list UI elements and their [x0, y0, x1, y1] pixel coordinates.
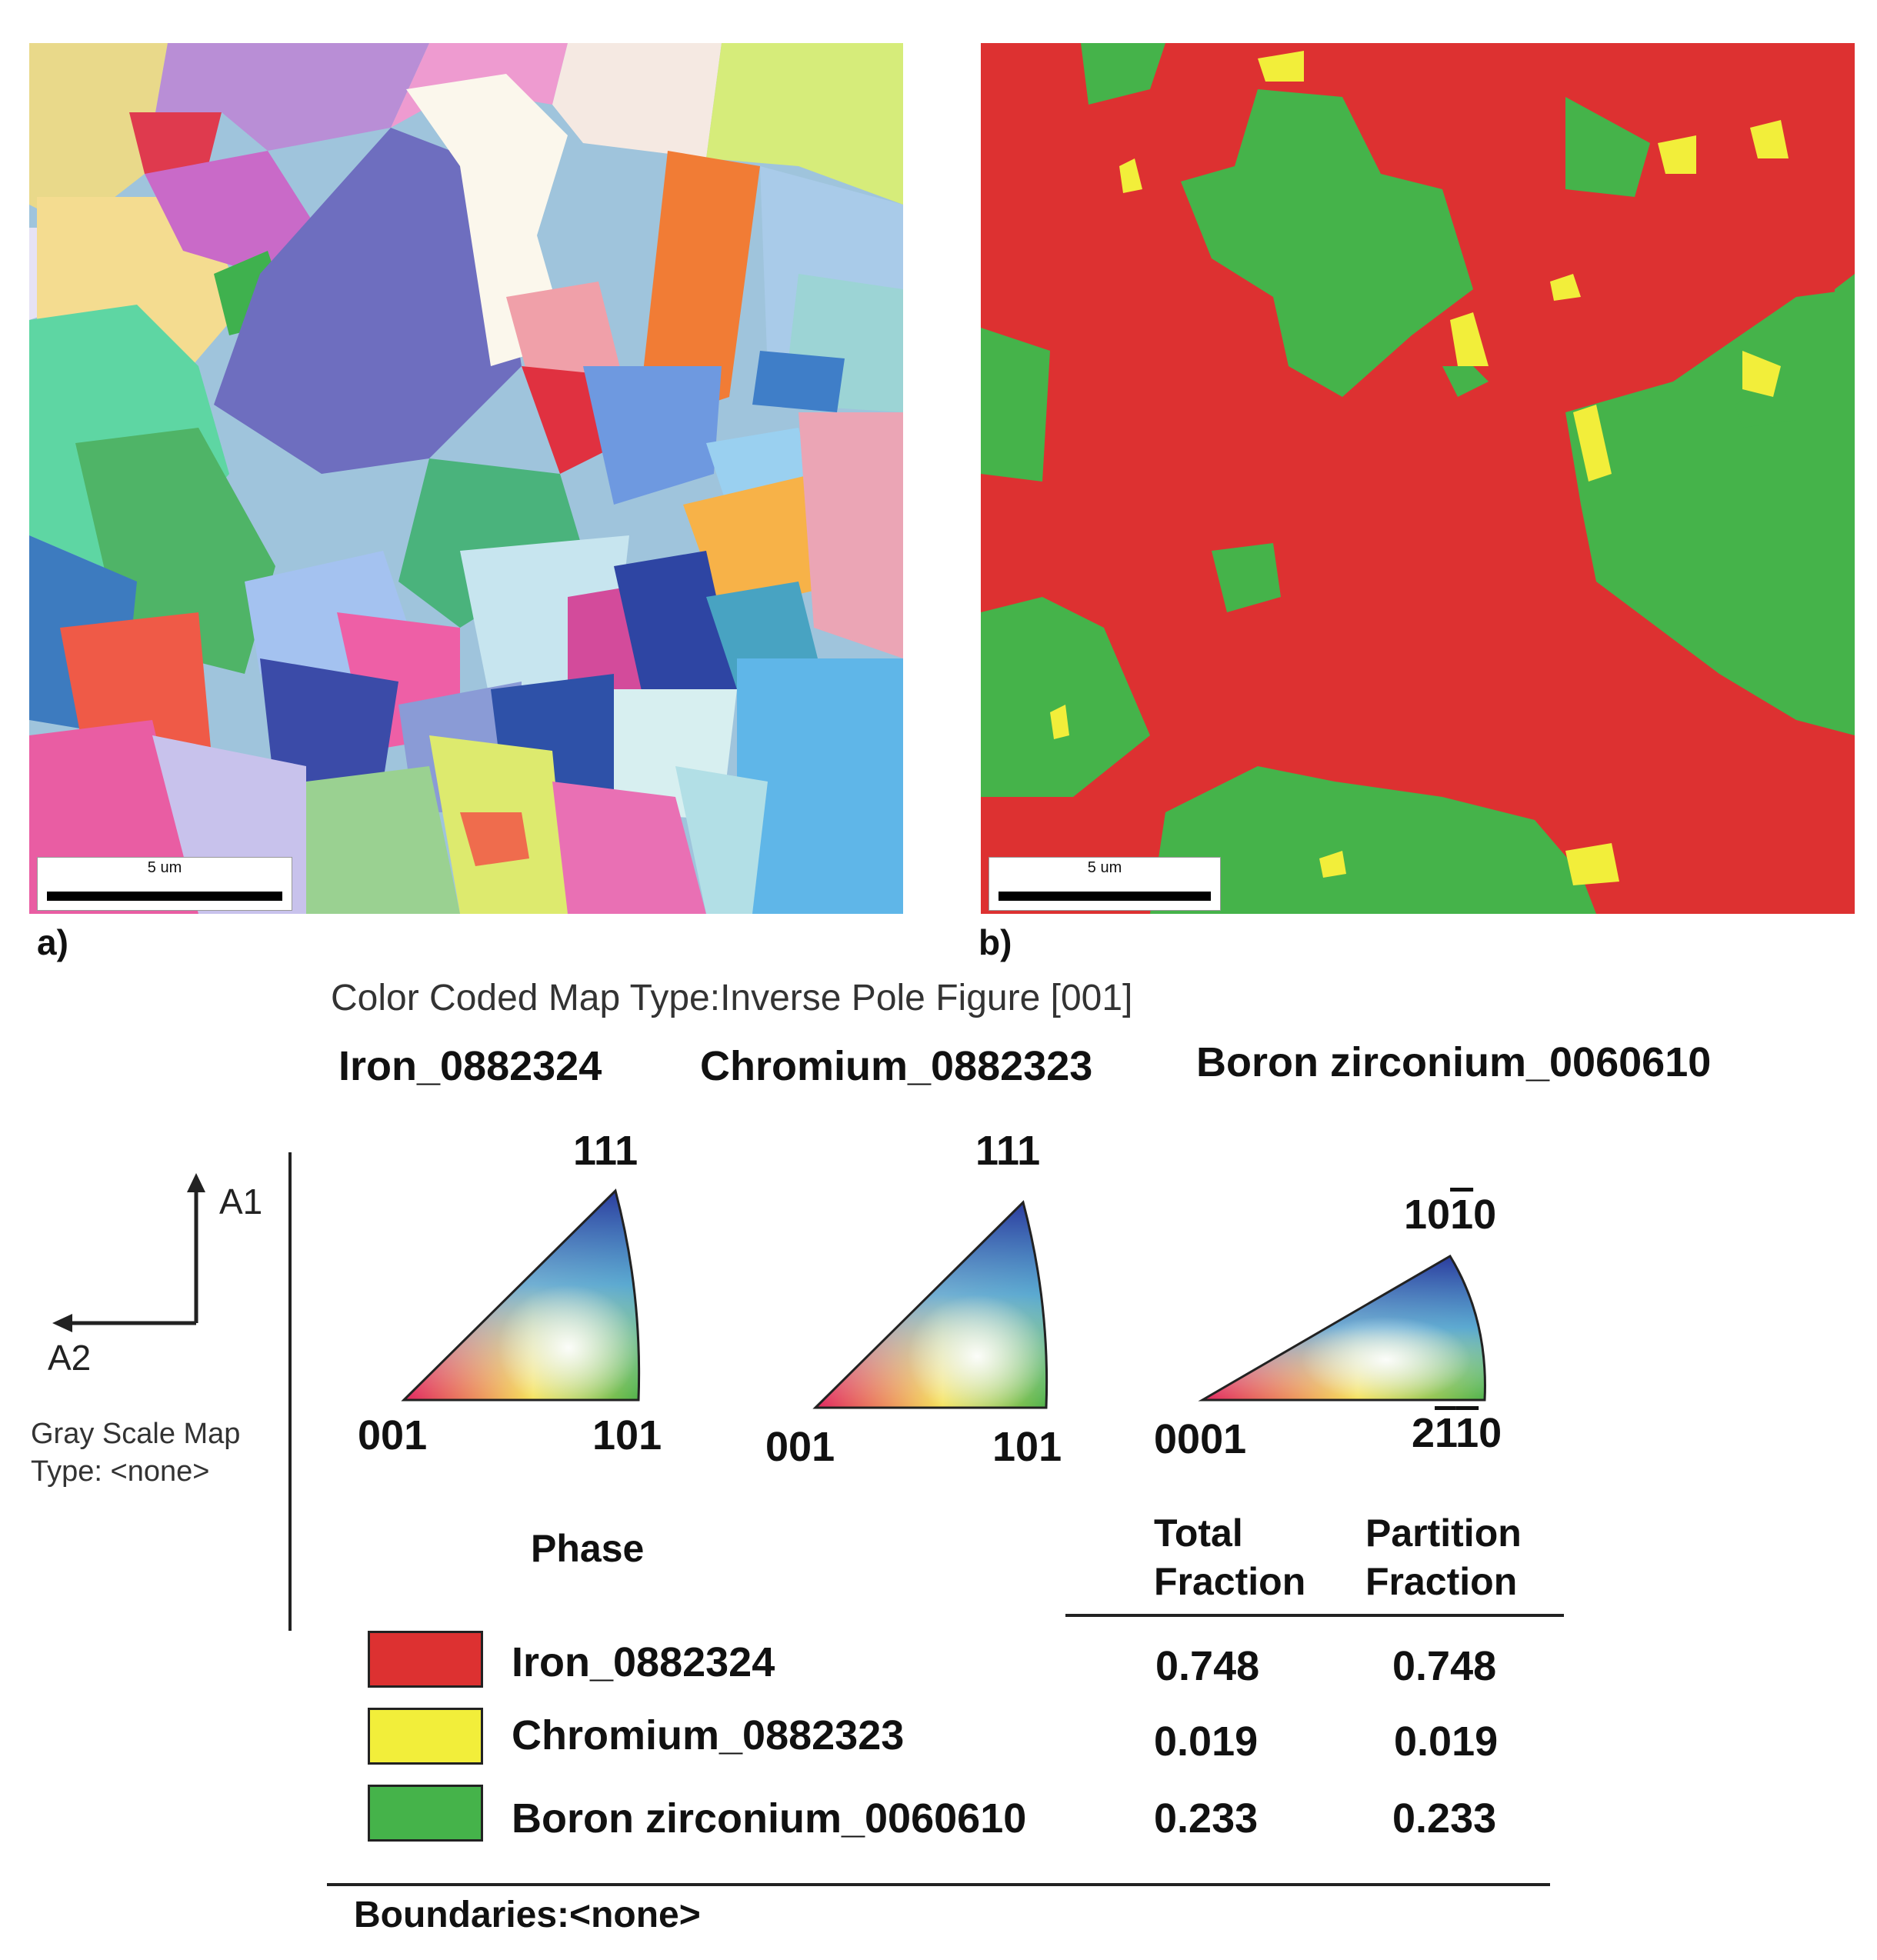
ipf-triangle-chromium [812, 1200, 1049, 1409]
ipf1-right-label: 101 [592, 1412, 662, 1458]
phase-column-header: Phase [531, 1527, 645, 1570]
ipf2-right-label: 101 [992, 1424, 1062, 1470]
gray-scale-note: Gray Scale Map Type: <none> [31, 1418, 241, 1488]
total-fraction-iron: 0.748 [1155, 1643, 1260, 1689]
ipf-triangle-iron [401, 1188, 641, 1402]
total-fraction-boron-zirconium: 0.233 [1154, 1795, 1259, 1842]
ipf3-right-label: 2110 [1412, 1409, 1502, 1457]
table-bottom-rule [327, 1883, 1550, 1886]
phase-name-chromium: Chromium_0882323 [700, 1043, 1093, 1089]
panel-label-a: a) [37, 922, 68, 962]
total-fraction-chromium: 0.019 [1154, 1718, 1259, 1765]
ipf3-top-part3: 0 [1473, 1192, 1497, 1238]
panel-label-b: b) [979, 922, 1012, 962]
ipf-grain-map: 5 um [29, 43, 903, 914]
ipf1-top-label: 111 [573, 1128, 638, 1174]
scale-label-a: 5 um [147, 859, 182, 876]
boundaries-note: Boundaries:<none> [354, 1895, 701, 1935]
phase-map: 5 um [981, 43, 1855, 914]
legend-vertical-divider [288, 1152, 292, 1631]
ipf3-top-label: 1010 [1404, 1191, 1496, 1238]
ipf3-right-part2: 1 [1435, 1410, 1456, 1456]
phase-name-boron-zirconium: Boron zirconium_0060610 [1196, 1039, 1712, 1085]
legend-swatch-iron [368, 1631, 483, 1688]
ipf3-left-label: 0001 [1154, 1416, 1247, 1462]
partition-fraction-chromium: 0.019 [1394, 1718, 1499, 1765]
total-fraction-header: Total Fraction [1154, 1512, 1306, 1603]
table-header-rule [1065, 1614, 1564, 1617]
ipf3-top-part1: 10 [1404, 1192, 1451, 1238]
axis-label-a2: A2 [48, 1338, 92, 1378]
ipf3-right-part1: 2 [1412, 1410, 1435, 1456]
legend-name-iron: Iron_0882324 [512, 1639, 775, 1685]
partition-fraction-iron: 0.748 [1392, 1643, 1497, 1689]
ipf3-right-part3: 1 [1455, 1410, 1479, 1456]
legend-name-chromium: Chromium_0882323 [512, 1712, 905, 1758]
scale-bar-a: 5 um [37, 857, 292, 911]
ipf-triangle-boron-zirconium [1198, 1254, 1486, 1402]
partition-fraction-header: Partition Fraction [1365, 1512, 1522, 1603]
legend-swatch-chromium [368, 1708, 483, 1765]
legend-swatch-boron-zirconium [368, 1785, 483, 1842]
legend-title: Color Coded Map Type:Inverse Pole Figure… [331, 978, 1133, 1018]
ipf3-right-part4: 0 [1479, 1410, 1502, 1456]
sample-axes-icon [52, 1173, 205, 1332]
phase-name-iron: Iron_0882324 [338, 1043, 602, 1089]
ipf1-left-label: 001 [358, 1412, 428, 1458]
partition-fraction-boron-zirconium: 0.233 [1392, 1795, 1497, 1842]
ipf2-left-label: 001 [765, 1424, 835, 1470]
axis-label-a1: A1 [219, 1182, 263, 1222]
scale-label-b: 5 um [1087, 859, 1122, 876]
ipf2-top-label: 111 [975, 1128, 1041, 1174]
ipf3-top-part2: 1 [1450, 1192, 1474, 1238]
scale-bar-b: 5 um [989, 857, 1221, 911]
legend-name-boron-zirconium: Boron zirconium_0060610 [512, 1795, 1027, 1842]
